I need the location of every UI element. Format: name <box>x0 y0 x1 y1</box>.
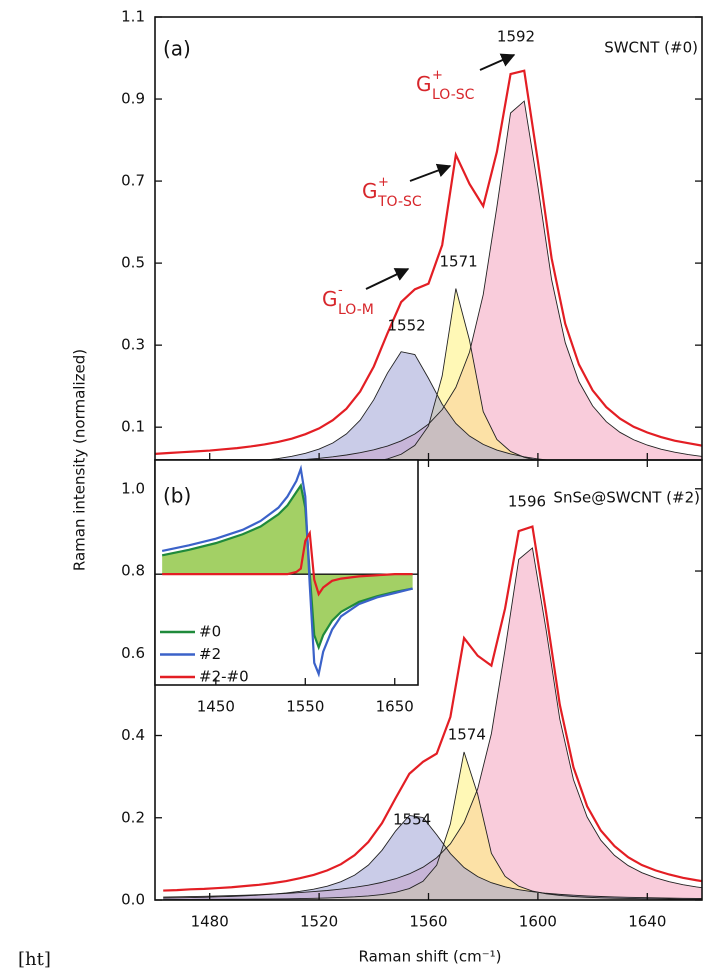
y-tick-label: 0.8 <box>121 562 145 580</box>
x-tick-label: 1650 <box>376 698 414 716</box>
legend-label: #2-#0 <box>199 668 249 686</box>
annotation-sup: + <box>378 175 389 190</box>
legend-label: #0 <box>199 623 221 641</box>
annotation-base: G <box>416 72 432 96</box>
y-tick-label: 0.1 <box>121 418 145 436</box>
plot-area <box>155 69 702 460</box>
annotation-sub: LO-M <box>338 302 374 318</box>
component-outline <box>163 814 702 899</box>
annotation: G+ LO-SC <box>416 68 475 104</box>
x-tick-label: 1450 <box>197 698 235 716</box>
component-outline <box>379 288 538 460</box>
x-axis-label: Raman shift (cm⁻¹) <box>358 948 501 966</box>
component-outline <box>291 100 702 460</box>
component-area <box>163 815 702 900</box>
y-tick-label: 0.3 <box>121 336 145 354</box>
y-tick-label: 0.4 <box>121 726 145 744</box>
peak-label: 1574 <box>448 726 486 744</box>
annotation-sup: - <box>338 283 343 298</box>
annotation-arrow <box>479 53 516 71</box>
annotation-sup: + <box>432 68 443 83</box>
component-area <box>163 547 702 900</box>
y-tick-label: 0.0 <box>121 891 145 909</box>
panel-label: (b) <box>163 484 191 508</box>
peak-label: 1552 <box>388 317 426 335</box>
annotation-sub: LO-SC <box>432 87 475 103</box>
sample-label: SWCNT (#0) <box>604 39 698 57</box>
annotation-arrow <box>409 163 452 182</box>
peak-label: 1554 <box>393 811 431 829</box>
annotation-arrow <box>365 268 410 290</box>
figure-label: [ht] <box>18 949 51 970</box>
plot-frame <box>154 459 419 686</box>
annotation-sub: TO-SC <box>377 194 422 210</box>
y-tick-label: 0.7 <box>121 172 145 190</box>
component-area <box>298 101 702 460</box>
peak-label: 1596 <box>508 493 546 511</box>
plot-area <box>163 525 702 900</box>
y-tick-label: 0.5 <box>121 254 145 272</box>
x-tick-label: 1480 <box>191 913 229 931</box>
x-tick-label: 1600 <box>519 913 557 931</box>
plot-area <box>155 464 418 678</box>
annotation-base: G <box>322 287 338 311</box>
y-tick-label: 0.2 <box>121 808 145 826</box>
component-area <box>265 351 548 460</box>
component-outline <box>261 351 552 460</box>
x-tick-label: 1640 <box>628 913 666 931</box>
x-tick-label: 1550 <box>286 698 324 716</box>
fit-line <box>163 525 702 892</box>
series-line <box>162 529 413 597</box>
component-outline <box>163 547 702 898</box>
annotation: G+ TO-SC <box>362 175 422 211</box>
x-tick-label: 1520 <box>300 913 338 931</box>
peak-label: 1571 <box>439 253 477 271</box>
annotation-base: G <box>362 179 378 203</box>
series-line <box>161 464 413 678</box>
x-tick-label: 1560 <box>409 913 447 931</box>
annotation: G- LO-M <box>322 283 374 319</box>
y-tick-label: 0.9 <box>121 90 145 108</box>
sample-label: SnSe@SWCNT (#2) <box>553 489 700 507</box>
panel-label: (a) <box>163 37 191 61</box>
y-axis-label: Raman intensity (normalized) <box>71 349 89 571</box>
fit-line <box>155 69 702 455</box>
peak-label: 1592 <box>497 28 535 46</box>
component-area <box>381 288 536 460</box>
component-outline <box>163 751 702 900</box>
legend-label: #2 <box>199 645 221 663</box>
series-area <box>162 485 413 648</box>
y-tick-label: 1.0 <box>121 479 145 497</box>
y-tick-label: 1.1 <box>121 8 145 26</box>
y-tick-label: 0.6 <box>121 644 145 662</box>
